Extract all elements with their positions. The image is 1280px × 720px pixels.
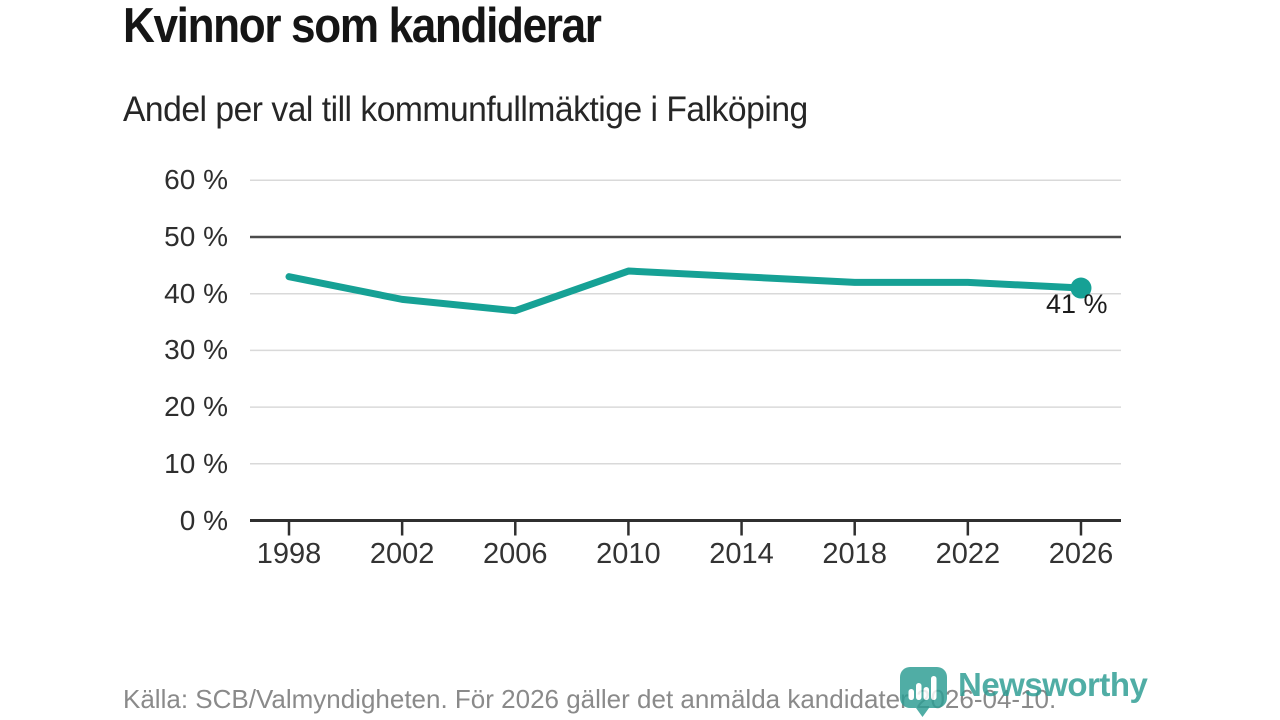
y-axis-tick-label: 20 %: [164, 391, 228, 423]
y-axis-tick-label: 30 %: [164, 334, 228, 366]
page-title: Kvinnor som kandiderar: [123, 0, 654, 52]
newsworthy-pin-barchart-icon: [900, 667, 947, 717]
endpoint-value-label: 41 %: [1046, 289, 1108, 319]
x-axis-tick-label: 2010: [596, 538, 661, 570]
x-axis-tick-label: 1998: [256, 538, 322, 570]
x-axis-tick-label: 2022: [935, 538, 1001, 570]
series-line: [285, 267, 1085, 315]
newsworthy-logo-text: Newsworthy: [958, 666, 1148, 703]
chart-subtitle-text: Andel per val till kommunfullmäktige i F…: [123, 90, 808, 129]
x-axis-tick-label: 2026: [1048, 538, 1114, 570]
chart-subtitle: Andel per val till kommunfullmäktige i F…: [123, 88, 836, 132]
y-axis-tick-label: 0 %: [179, 504, 228, 536]
y-axis-tick-label: 50 %: [164, 221, 228, 252]
page-title-text: Kvinnor som kandiderar: [123, 0, 602, 53]
x-axis-tick-label: 2014: [709, 538, 774, 570]
x-axis-tick-label: 2002: [369, 538, 435, 570]
newsworthy-logo: Newsworthy: [898, 662, 1188, 720]
x-axis-tick-label: 2018: [822, 538, 887, 570]
endpoint-dot: [1070, 277, 1092, 299]
x-axis-tick-label: 2006: [483, 538, 548, 570]
y-axis-tick-label: 10 %: [164, 447, 228, 479]
y-axis-tick-label: 40 %: [164, 277, 228, 309]
y-axis-tick-label: 60 %: [164, 164, 228, 196]
